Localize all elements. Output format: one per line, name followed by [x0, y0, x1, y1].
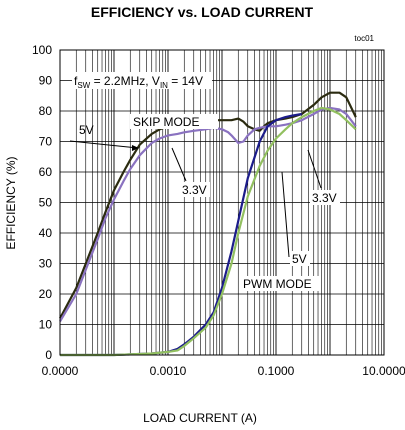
- series-line-skip-3v3: [59, 106, 357, 322]
- skip-mode-label-bg: [130, 114, 218, 129]
- y-tick-label: 70: [39, 135, 53, 149]
- skip-5v-pointer: [69, 140, 139, 149]
- y-tick-label: 90: [39, 74, 53, 88]
- x-tick-label: 0.0000: [42, 364, 79, 378]
- y-tick-label: 20: [39, 287, 53, 301]
- tick-labels: 0 10 20 30 40 50 60 70 80 90 100 0.0000 0.0010 0.1000…: [32, 43, 405, 378]
- y-tick-label: 50: [39, 196, 53, 210]
- x-tick-label: 10.0000: [362, 364, 405, 378]
- series-layer: [59, 91, 357, 357]
- skip-mode-label: SKIP MODE: [133, 115, 199, 129]
- skip-3v3-label: 3.3V: [182, 183, 207, 197]
- grid: [59, 49, 384, 356]
- y-tick-label: 60: [39, 165, 53, 179]
- skip-3v3-label-bg: [180, 182, 210, 197]
- pwm-5v-label-bg: [290, 251, 310, 266]
- pwm-3v3-label-bg: [310, 190, 340, 205]
- y-tick-label: 10: [39, 318, 53, 332]
- y-tick-label: 40: [39, 226, 53, 240]
- skip-5v-arrowhead: [132, 145, 139, 151]
- y-tick-label: 100: [32, 43, 52, 57]
- skip-5v-label: 5V: [79, 123, 94, 137]
- figure-id: toc01: [354, 34, 374, 43]
- condition-label: fSW = 2.2MHz, VIN = 14V: [74, 74, 203, 90]
- annotations: fSW = 2.2MHz, VIN = 14V SKIP MODE PWM MO…: [69, 72, 340, 291]
- skip-3v3-pointer: [171, 147, 187, 182]
- x-tick-label: 0.0010: [150, 364, 187, 378]
- series-line-pwm-3v3: [60, 106, 357, 357]
- plot-frame: [59, 49, 385, 356]
- pwm-mode-label: PWM MODE: [243, 277, 312, 291]
- pwm-mode-label-bg: [240, 276, 320, 291]
- y-axis-label: EFFICIENCY (%): [4, 156, 18, 249]
- pwm-5v-label: 5V: [292, 252, 307, 266]
- condition-label-bg: [72, 72, 212, 89]
- y-tick-label: 0: [45, 348, 52, 362]
- pwm-3v3-pointer: [307, 149, 322, 189]
- x-axis-label: LOAD CURRENT (A): [143, 411, 257, 425]
- y-tick-label: 80: [39, 104, 53, 118]
- chart-title: EFFICIENCY vs. LOAD CURRENT: [91, 4, 314, 20]
- x-tick-label: 0.1000: [258, 364, 295, 378]
- pwm-5v-pointer: [281, 171, 290, 258]
- y-tick-label: 30: [39, 257, 53, 271]
- pwm-3v3-label: 3.3V: [312, 191, 337, 205]
